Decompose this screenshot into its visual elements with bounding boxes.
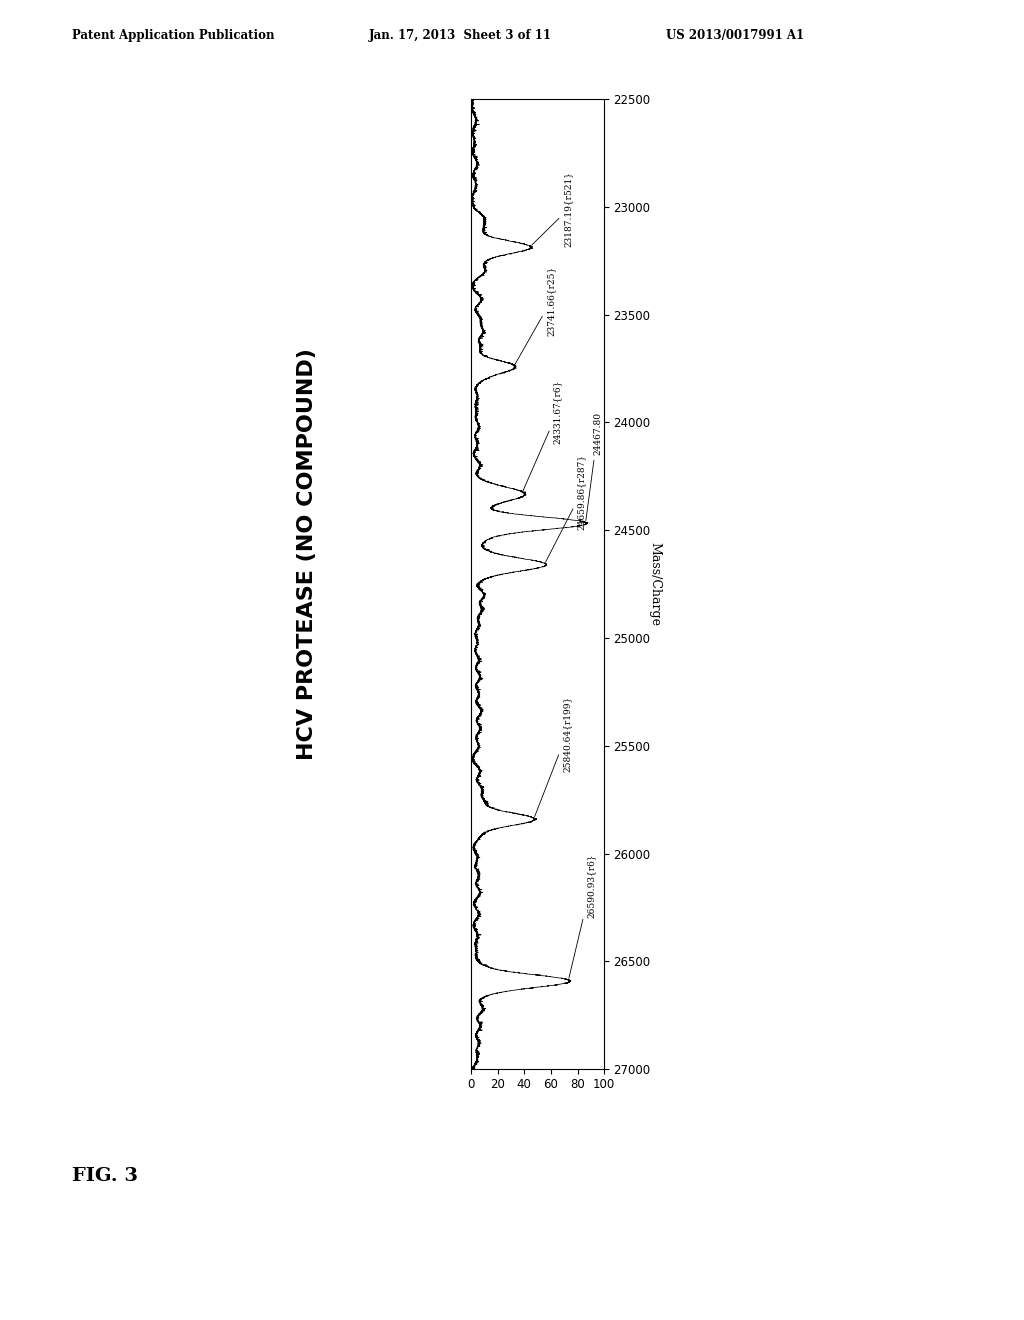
Text: HCV PROTEASE (NO COMPOUND): HCV PROTEASE (NO COMPOUND)	[297, 348, 317, 760]
Text: Jan. 17, 2013  Sheet 3 of 11: Jan. 17, 2013 Sheet 3 of 11	[369, 29, 552, 42]
Text: Patent Application Publication: Patent Application Publication	[72, 29, 274, 42]
Text: 26590.93{r6}: 26590.93{r6}	[569, 854, 595, 978]
Text: 23741.66{r25}: 23741.66{r25}	[515, 267, 555, 364]
Text: 23187.19{r521}: 23187.19{r521}	[531, 172, 572, 247]
Text: 24467.80: 24467.80	[586, 412, 602, 520]
Y-axis label: Mass/Charge: Mass/Charge	[648, 543, 662, 626]
Text: 24331.67{r6}: 24331.67{r6}	[522, 380, 562, 491]
Text: US 2013/0017991 A1: US 2013/0017991 A1	[666, 29, 804, 42]
Text: FIG. 3: FIG. 3	[72, 1167, 137, 1185]
Text: 24659.86{r287}: 24659.86{r287}	[546, 454, 586, 562]
Text: 25840.64{r199}: 25840.64{r199}	[535, 696, 571, 817]
